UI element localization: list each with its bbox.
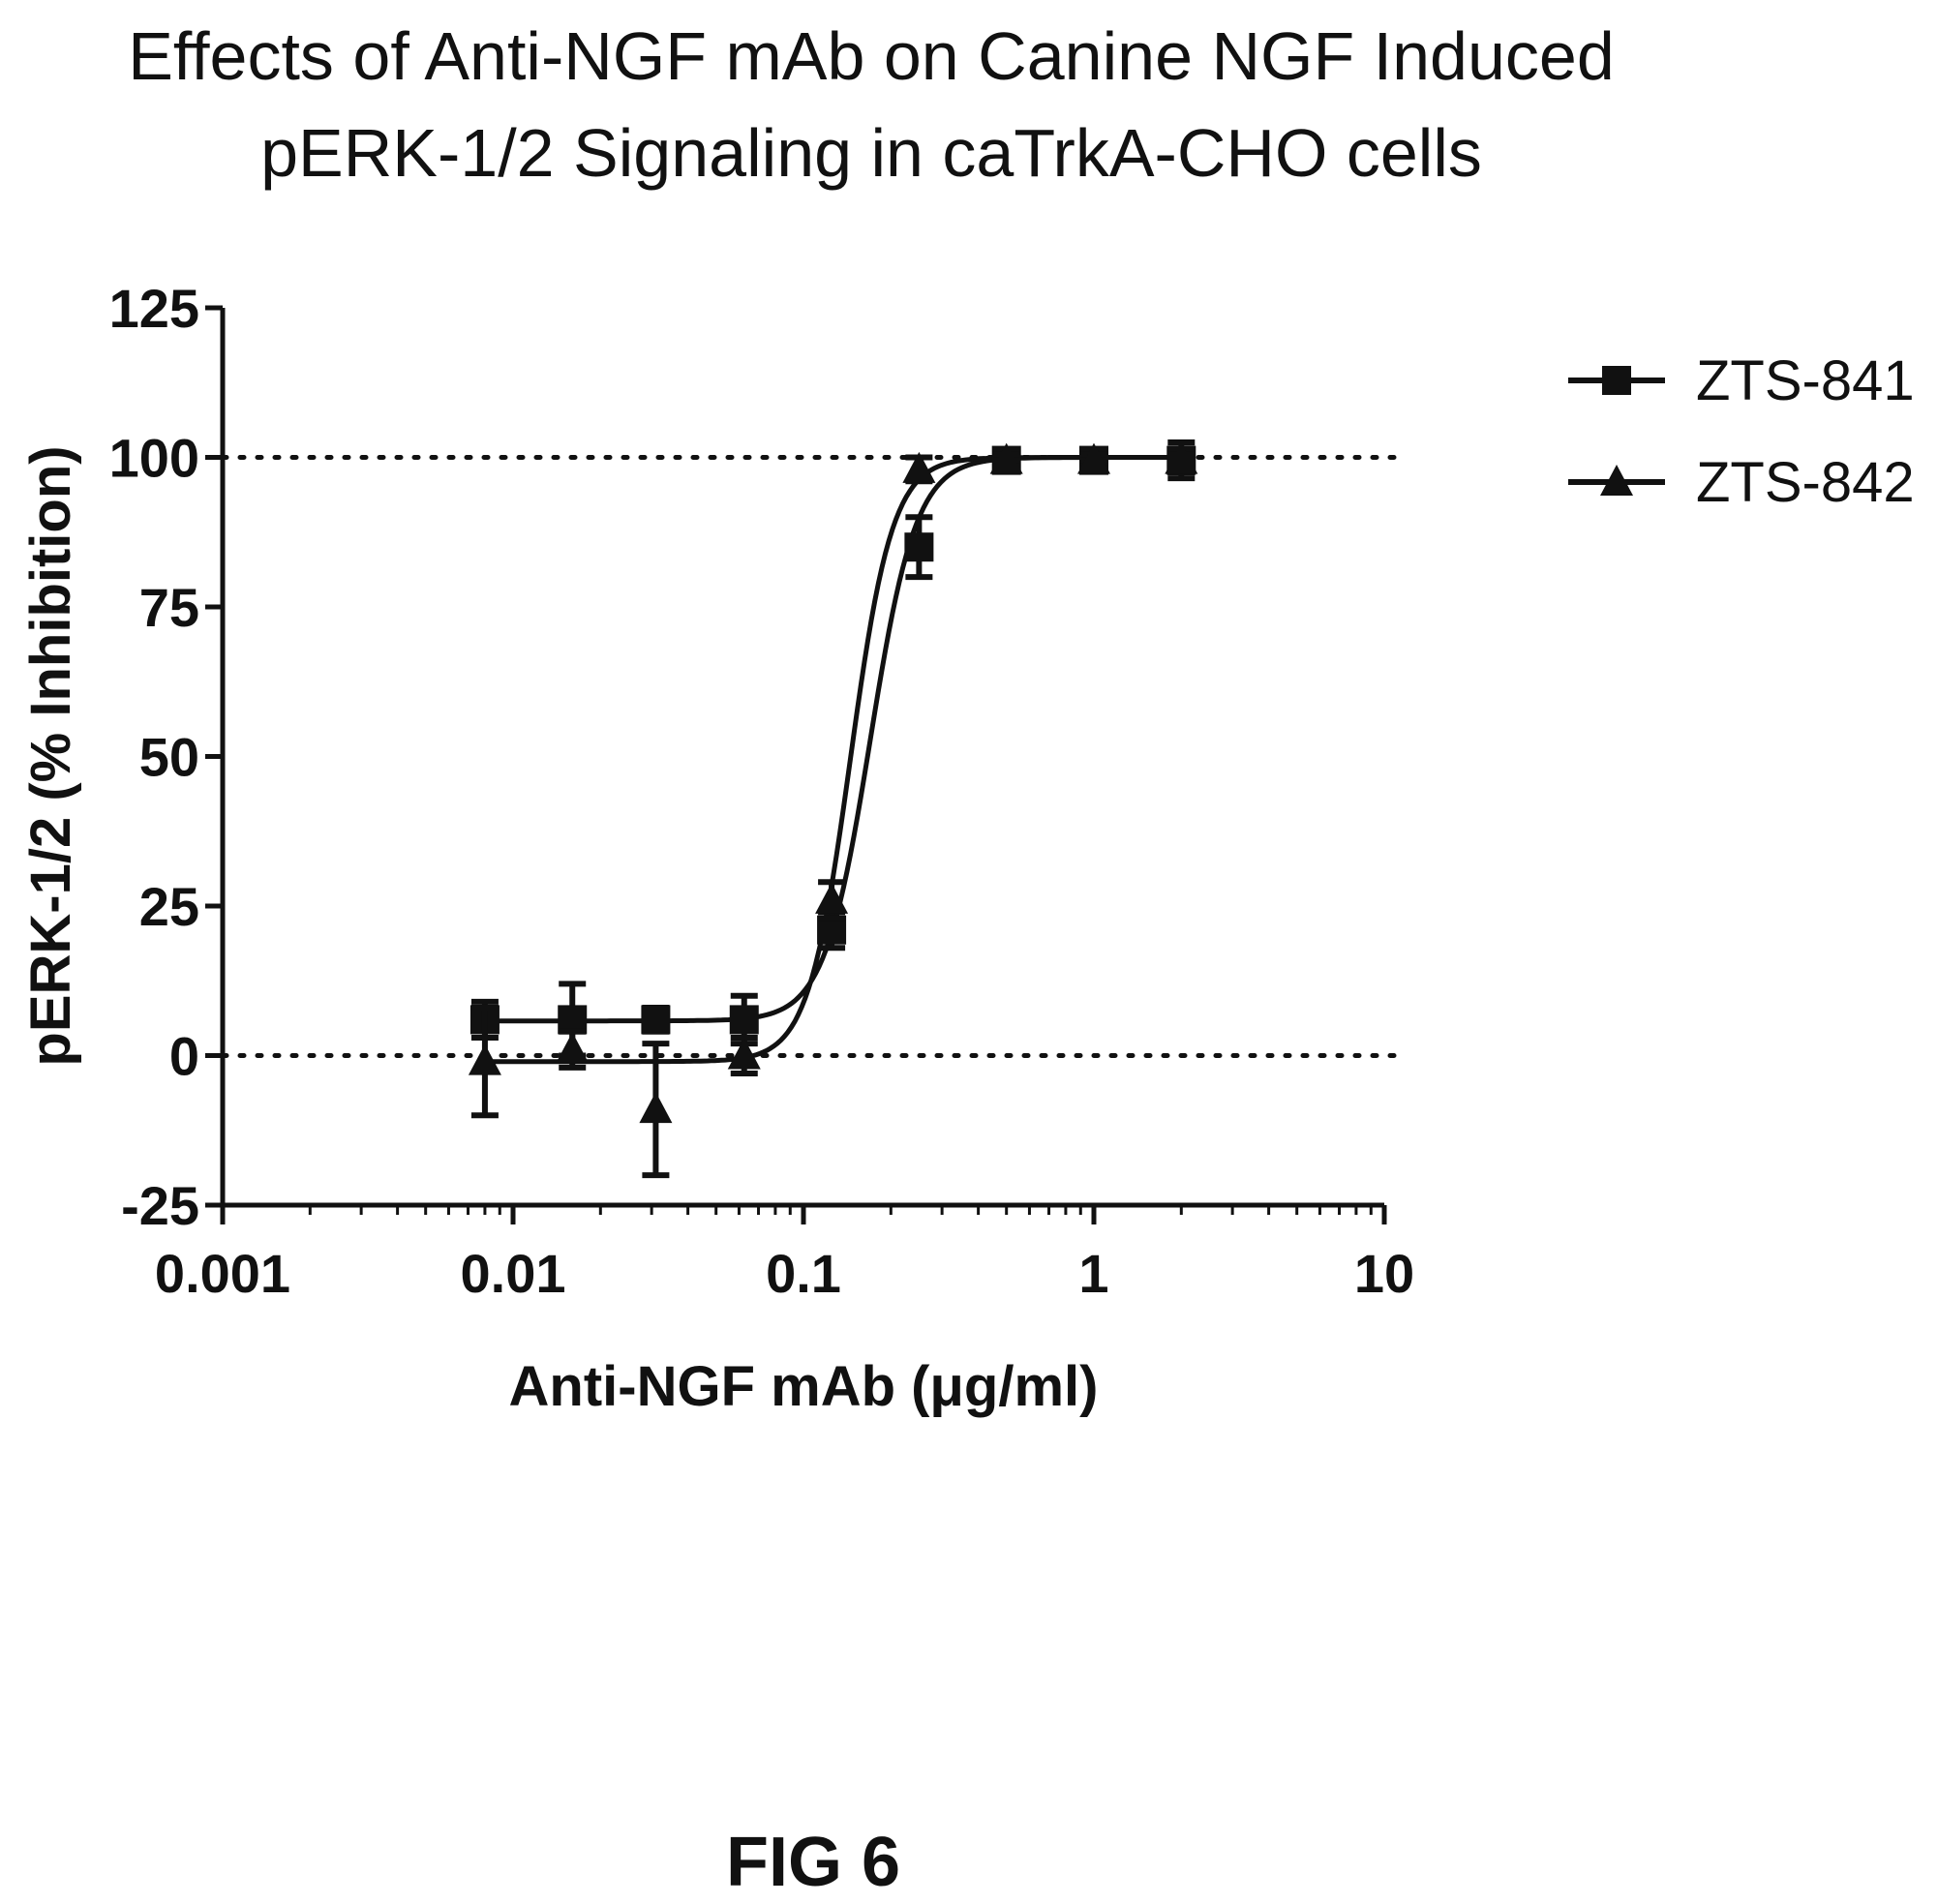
legend-marker-series-1 [1602,366,1631,395]
fit-curves [484,455,1182,1065]
axes [220,308,1384,1208]
legend-label-series-2: ZTS-842 [1696,451,1915,514]
x-tick-label: 0.01 [461,1243,566,1304]
y-tick-label: 125 [109,278,199,339]
data-point-series-2 [989,442,1023,474]
x-tick-label: 1 [1078,1243,1108,1304]
reference-lines [220,455,1397,1058]
data-point-series-1 [729,1005,759,1035]
y-tick-label: 0 [169,1026,199,1087]
data-point-series-2 [815,882,849,914]
data-point-series-1 [904,532,934,562]
x-axis-label: Anti-NGF mAb (μg/ml) [509,1355,1099,1418]
data-points [468,439,1198,1179]
y-tick-label: 25 [139,876,199,937]
figure-label: FIG 6 [726,1824,900,1901]
data-point-series-2 [727,1038,761,1070]
data-point-series-2 [1077,442,1110,474]
data-point-series-2 [1165,442,1198,474]
tick-marks: -25 0 25 50 75 100 125 0.001 0.01 0.1 1 10 [109,278,1415,1304]
fit-curve-series-2 [484,455,1182,1065]
y-axis-label: pERK-1/2 (% Inhibition) [19,445,82,1066]
data-point-series-1 [641,1005,671,1035]
y-tick-label: 75 [139,577,199,638]
data-point-series-2 [556,1032,590,1064]
legend: ZTS-841 ZTS-842 [1568,349,1915,514]
legend-label-series-1: ZTS-841 [1696,349,1915,412]
data-point-series-2 [902,451,936,483]
y-tick-label: -25 [121,1175,199,1236]
data-point-series-2 [639,1092,673,1124]
y-tick-label: 50 [139,727,199,788]
data-point-series-2 [468,1043,501,1075]
x-tick-label: 0.001 [155,1243,290,1304]
x-tick-label: 10 [1354,1243,1414,1304]
chart-title-line2: pERK-1/2 Signaling in caTrkA-CHO cells [260,115,1482,191]
chart-title-line1: Effects of Anti-NGF mAb on Canine NGF In… [128,18,1615,94]
x-tick-label: 0.1 [766,1243,841,1304]
legend-marker-series-2 [1600,465,1633,496]
y-tick-label: 100 [109,428,199,489]
